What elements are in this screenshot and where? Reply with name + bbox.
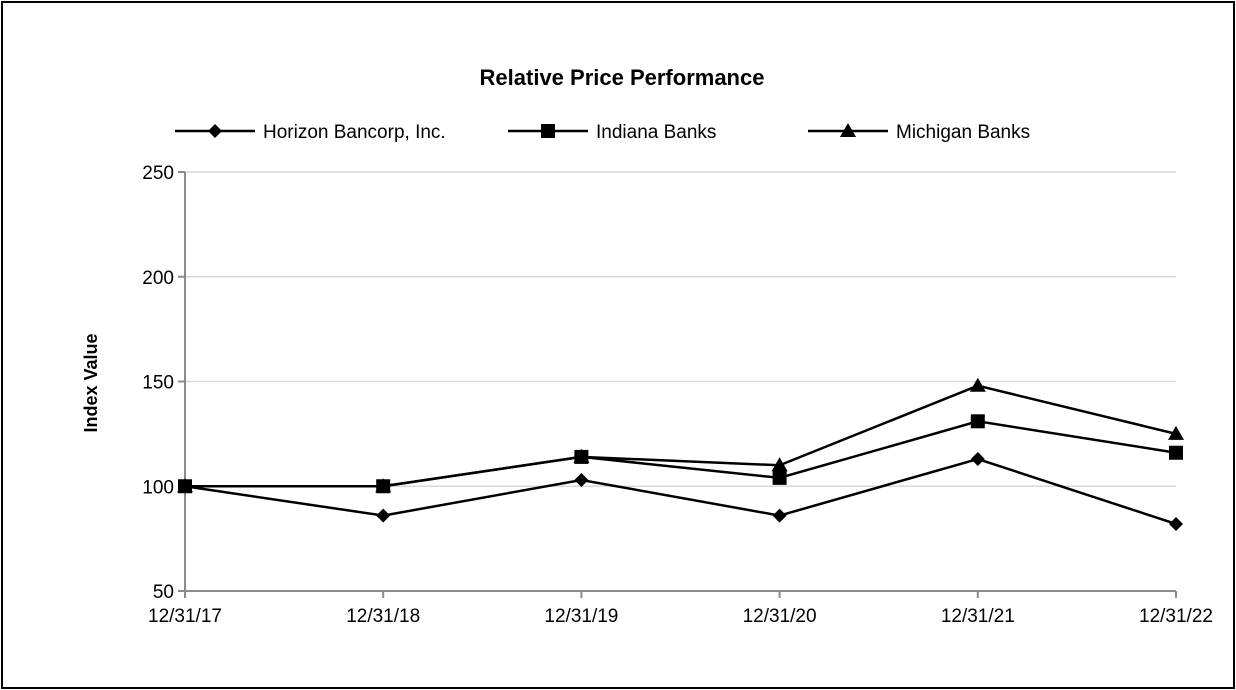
triangle-marker [969, 377, 986, 392]
x-tick-label: 12/31/18 [346, 606, 420, 627]
x-tick-label: 12/31/21 [941, 606, 1015, 627]
diamond-marker [970, 452, 985, 467]
x-tick-label: 12/31/22 [1139, 606, 1213, 627]
y-axis-label: Index Value [81, 333, 101, 432]
legend-label: Michigan Banks [896, 122, 1030, 143]
series-indiana-banks [178, 414, 1183, 494]
square-marker [772, 470, 787, 485]
legend-item: Michigan Banks [808, 122, 1030, 143]
triangle-marker [573, 448, 590, 463]
legend-item: Indiana Banks [508, 122, 716, 143]
y-tick-label: 50 [153, 582, 174, 603]
legend-diamond-icon [208, 124, 222, 138]
triangle-marker [1168, 425, 1184, 440]
legend-label: Indiana Banks [596, 122, 716, 143]
chart-title: Relative Price Performance [480, 65, 765, 90]
square-marker [1169, 445, 1183, 460]
x-tick-label: 12/31/19 [544, 606, 618, 627]
diamond-marker [772, 508, 787, 523]
triangle-marker [771, 457, 788, 472]
y-tick-label: 200 [142, 268, 174, 289]
gridlines [185, 171, 1176, 487]
x-axis-ticks: 12/31/17 12/31/18 12/31/19 12/31/20 12/31/21… [148, 591, 1213, 627]
diamond-marker [574, 472, 589, 487]
triangle-marker [177, 478, 193, 493]
chart-legend: Horizon Bancorp, Inc. Indiana Banks Michig… [175, 122, 1030, 143]
triangle-marker [375, 478, 392, 493]
x-tick-label: 12/31/20 [743, 606, 817, 627]
diamond-marker [376, 508, 391, 523]
legend-triangle-icon [840, 123, 856, 137]
square-marker [970, 414, 985, 429]
y-tick-label: 100 [142, 477, 174, 498]
series-michigan-banks [177, 377, 1184, 493]
series-line [184, 457, 1177, 526]
y-tick-label: 250 [142, 163, 174, 184]
legend-item: Horizon Bancorp, Inc. [175, 122, 446, 143]
legend-square-icon [541, 124, 555, 138]
series-horizon-bancorp-inc [178, 452, 1183, 531]
legend-label: Horizon Bancorp, Inc. [263, 122, 446, 143]
y-axis-ticks: 50 100 150 200 250 [142, 163, 185, 603]
series-layer [177, 377, 1184, 531]
x-tick-label: 12/31/17 [148, 606, 222, 627]
line-chart: Relative Price Performance Horizon Banco… [81, 65, 1213, 627]
series-line [185, 384, 1177, 488]
y-tick-label: 150 [142, 373, 174, 394]
diamond-marker [1169, 516, 1183, 531]
